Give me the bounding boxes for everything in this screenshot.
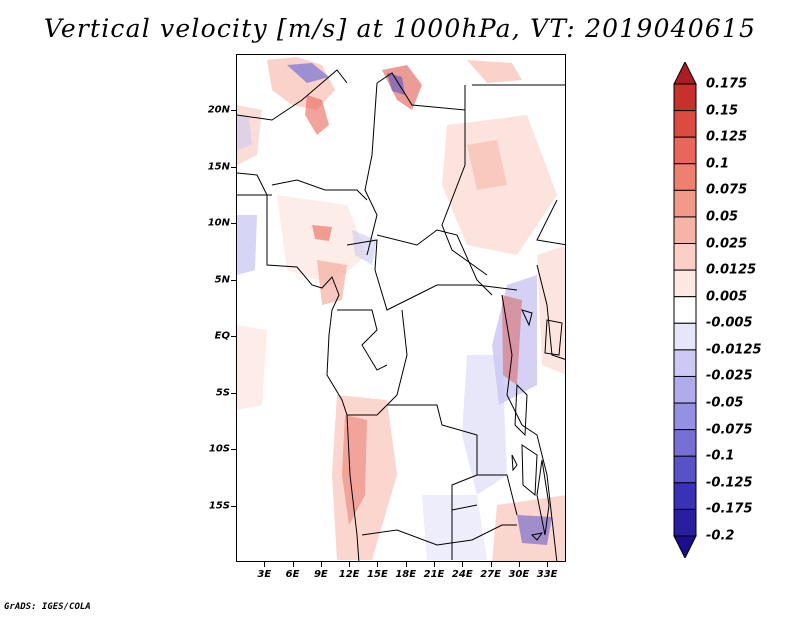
- colorbar-label: 0.05: [706, 209, 739, 225]
- country-borders: [237, 69, 565, 561]
- colorbar-bottom-arrow: [673, 535, 697, 558]
- colorbar-segment: [673, 216, 697, 245]
- colorbar-segment: [673, 189, 697, 218]
- x-tick-label: 30E: [508, 569, 530, 580]
- colorbar-label: -0.05: [706, 395, 744, 411]
- y-tick-label: 10S: [208, 443, 230, 455]
- x-tick-mark: [264, 562, 266, 567]
- x-tick-label: 12E: [338, 569, 360, 580]
- x-tick-label: 18E: [395, 569, 417, 580]
- colorbar-label: -0.005: [706, 315, 753, 331]
- colorbar-segment: [673, 402, 697, 431]
- y-tick-mark: [231, 223, 236, 225]
- colorbar-label: -0.075: [706, 422, 753, 438]
- colorbar-label: 0.075: [706, 182, 748, 198]
- colorbar-segment: [673, 322, 697, 351]
- x-tick-mark: [320, 562, 322, 567]
- map-drawing: [237, 57, 565, 561]
- y-tick-mark: [231, 110, 236, 112]
- y-tick-mark: [231, 336, 236, 338]
- x-tick-label: 33E: [536, 569, 558, 580]
- colorbar-label: -0.175: [706, 501, 753, 517]
- y-tick-mark: [231, 505, 236, 507]
- x-tick-label: 21E: [423, 569, 445, 580]
- y-tick-label: 15S: [208, 500, 230, 512]
- colorbar-label: 0.0125: [706, 262, 757, 278]
- colorbar-label: 0.025: [706, 236, 748, 252]
- plot-title: Vertical velocity [m/s] at 1000hPa, VT: …: [43, 14, 757, 43]
- colorbar-segment: [673, 349, 697, 377]
- velocity-shading: [237, 57, 565, 561]
- x-tick-label: 27E: [480, 569, 501, 580]
- colorbar-segment: [673, 508, 697, 537]
- y-tick-label: 20N: [207, 104, 230, 116]
- colorbar-segment: [673, 110, 697, 138]
- x-tick-mark: [547, 562, 549, 567]
- y-tick-label: EQ: [214, 330, 230, 342]
- colorbar-segment: [673, 455, 697, 484]
- x-tick-label: 9E: [313, 569, 328, 580]
- x-tick-mark: [349, 562, 351, 567]
- y-tick-label: 10N: [207, 217, 230, 229]
- colorbar-label: -0.025: [706, 368, 753, 384]
- colorbar-label: 0.15: [706, 103, 739, 119]
- colorbar-top-arrow: [673, 62, 697, 85]
- x-tick-label: 3E: [257, 569, 272, 580]
- y-tick-mark: [231, 392, 236, 394]
- x-tick-mark: [405, 562, 407, 567]
- colorbar-label: -0.125: [706, 475, 753, 491]
- x-tick-mark: [462, 562, 464, 567]
- x-tick-label: 6E: [285, 569, 300, 580]
- colorbar-label: 0.005: [706, 289, 748, 305]
- colorbar-label: -0.1: [706, 448, 735, 464]
- y-tick-label: 5S: [215, 387, 230, 399]
- colorbar-label: 0.125: [706, 129, 748, 145]
- colorbar-segment: [673, 375, 697, 404]
- y-tick-mark: [231, 166, 236, 168]
- map-panel: [236, 54, 566, 562]
- colorbar-label: -0.0125: [706, 342, 762, 358]
- y-tick-label: 15N: [207, 161, 230, 173]
- colorbar: [673, 62, 697, 558]
- colorbar-segment: [673, 269, 697, 298]
- colorbar-segment: [673, 429, 697, 457]
- x-tick-mark: [434, 562, 435, 567]
- colorbar-segment: [673, 163, 697, 191]
- colorbar-label: 0.1: [706, 156, 730, 172]
- colorbar-label: 0.175: [706, 76, 748, 92]
- colorbar-label: -0.2: [706, 528, 735, 544]
- y-tick-mark: [231, 449, 236, 451]
- colorbar-segment: [673, 296, 697, 324]
- x-tick-mark: [490, 562, 492, 567]
- x-tick-label: 15E: [367, 569, 388, 580]
- colorbar-segment: [673, 83, 697, 112]
- credit-text: GrADS: IGES/COLA: [4, 602, 91, 612]
- x-tick-mark: [292, 562, 294, 567]
- x-tick-mark: [518, 562, 520, 567]
- x-tick-mark: [377, 562, 379, 567]
- x-tick-label: 24E: [451, 569, 473, 580]
- colorbar-segment: [673, 136, 697, 165]
- y-tick-mark: [231, 279, 236, 281]
- y-tick-label: 5N: [214, 274, 230, 286]
- colorbar-segment: [673, 482, 697, 510]
- colorbar-segment: [673, 243, 697, 271]
